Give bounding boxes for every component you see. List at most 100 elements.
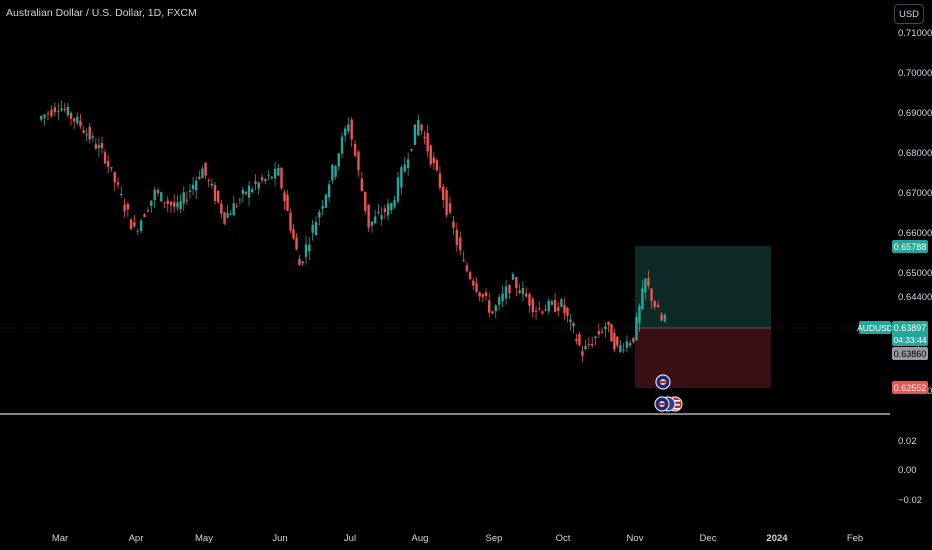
price-tick-label: 0.65000 <box>898 268 932 279</box>
candle-body <box>481 294 485 297</box>
candle-body <box>553 299 557 312</box>
current-price-label: 0.63897 04:33:44 <box>892 321 928 346</box>
candle-body <box>438 173 442 188</box>
candle-body <box>613 332 616 350</box>
candle-body <box>43 114 46 118</box>
indicator-tick-label: −0.02 <box>898 495 922 506</box>
candle-body <box>103 152 107 164</box>
candle-body <box>435 160 439 171</box>
candle-body <box>641 288 644 310</box>
candle-body <box>318 211 321 218</box>
candle-body <box>566 307 569 317</box>
candle-body <box>176 202 179 208</box>
candle-body <box>337 153 340 167</box>
candle-body <box>207 180 210 182</box>
candle-body <box>133 222 136 227</box>
candle-body <box>445 190 448 215</box>
economic-event-icon[interactable] <box>655 374 671 390</box>
candle-body <box>441 186 445 200</box>
candle-body <box>160 192 163 202</box>
candle-body <box>494 305 497 312</box>
candle-body <box>289 212 292 231</box>
candle-body <box>321 205 324 209</box>
candle-body <box>515 276 518 289</box>
candle-body <box>201 168 204 179</box>
candle-body <box>350 119 353 140</box>
target-price-text: 0.65788 <box>894 242 927 252</box>
candle-body <box>560 299 563 307</box>
candle-body <box>150 200 153 206</box>
time-axis[interactable]: Mar Apr May Jun Jul Aug Sep Oct Nov Dec 2024 Feb <box>52 533 863 544</box>
candle-body <box>334 165 337 177</box>
indicator-tick-label: 0.02 <box>898 436 917 447</box>
time-tick-label: Dec <box>700 533 717 544</box>
time-tick-label: Apr <box>129 533 144 544</box>
candle-body <box>198 176 201 179</box>
price-tick-label: 0.64400 <box>898 292 932 303</box>
candle-body <box>324 194 328 208</box>
candle-body <box>120 194 123 196</box>
candle-body <box>66 106 70 116</box>
candle-body <box>308 244 311 252</box>
candle-body <box>420 124 423 131</box>
candle-body <box>283 192 286 202</box>
candle-body <box>173 202 176 207</box>
candle-body <box>534 310 538 312</box>
candle-body <box>327 184 331 198</box>
target-zone[interactable] <box>635 246 771 328</box>
candle-body <box>590 344 594 346</box>
candle-body <box>188 190 192 192</box>
time-tick-label: Jul <box>344 533 356 544</box>
candle-body <box>107 160 110 167</box>
candle-body <box>406 159 410 169</box>
candle-body <box>213 184 217 201</box>
candle-body <box>123 204 126 212</box>
candle-body <box>410 148 413 151</box>
candle-body <box>380 215 383 220</box>
candle-body <box>292 229 295 239</box>
candle-body <box>60 108 63 111</box>
current-price-text: 0.63897 <box>894 323 927 333</box>
economic-events-group-icon[interactable] <box>654 396 683 412</box>
candle-body <box>413 124 417 145</box>
candle-body <box>504 286 508 299</box>
candle-body <box>511 274 515 280</box>
candle-body <box>72 118 76 122</box>
candle-body <box>280 167 283 189</box>
candle-body <box>572 323 575 327</box>
candle-body <box>538 308 541 310</box>
candle-body <box>91 136 94 138</box>
candle-body <box>185 199 189 201</box>
entry-price-label: 0.63860 <box>892 347 928 360</box>
candle-body <box>247 185 251 198</box>
time-tick-label: Sep <box>486 533 503 544</box>
currency-button[interactable]: USD <box>894 4 924 24</box>
candle-body <box>301 261 304 264</box>
candle-body <box>488 300 491 313</box>
candle-body <box>304 244 308 257</box>
candle-body <box>497 297 501 305</box>
stop-zone[interactable] <box>635 328 771 388</box>
candle-body <box>57 111 60 113</box>
candle-body <box>311 224 314 233</box>
candle-body <box>126 204 130 210</box>
candle-body <box>100 143 104 148</box>
candle-body <box>251 189 254 193</box>
candle-body <box>547 300 550 312</box>
candle-body <box>600 331 604 333</box>
entry-price-text: 0.63860 <box>894 349 927 359</box>
candle-body <box>448 203 452 213</box>
candle-body <box>210 183 214 186</box>
candle-body <box>314 221 318 236</box>
candle-body <box>367 204 370 228</box>
candle-body <box>235 205 238 207</box>
candle-body <box>163 201 166 203</box>
candle-body <box>656 304 660 308</box>
candle-body <box>426 132 429 152</box>
target-price-label: 0.65788 <box>892 240 928 253</box>
price-tick-label: 0.71000 <box>898 28 932 39</box>
candle-body <box>156 189 160 194</box>
candle-body <box>465 265 469 272</box>
candle-body <box>254 181 257 184</box>
